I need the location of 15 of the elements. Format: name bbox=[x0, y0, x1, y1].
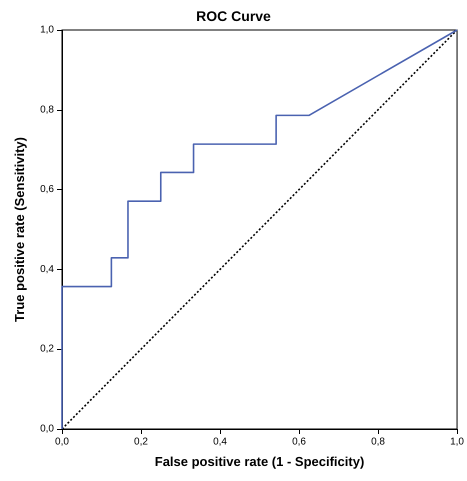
y-tick-label: 1,0 bbox=[40, 24, 54, 36]
y-tick-label: 0,0 bbox=[40, 424, 54, 434]
y-tick-label: 0,4 bbox=[40, 264, 54, 275]
x-tick-label: 0,8 bbox=[371, 436, 386, 448]
x-tick-label: 0,2 bbox=[134, 436, 148, 448]
y-axis-title: True positive rate (Sensitivity) bbox=[12, 137, 27, 322]
x-tick-label: 0,4 bbox=[213, 436, 228, 448]
x-tick-label: 1,0 bbox=[450, 436, 464, 448]
y-tick-label: 0,6 bbox=[40, 184, 54, 196]
x-tick-label: 0,0 bbox=[55, 436, 70, 448]
x-tick-label: 0,6 bbox=[292, 436, 306, 448]
x-axis-title: False positive rate (1 - Specificity) bbox=[154, 454, 364, 469]
y-tick-label: 0,8 bbox=[40, 104, 54, 116]
y-tick-label: 0,2 bbox=[40, 344, 54, 355]
chart-title: ROC Curve bbox=[196, 8, 272, 24]
